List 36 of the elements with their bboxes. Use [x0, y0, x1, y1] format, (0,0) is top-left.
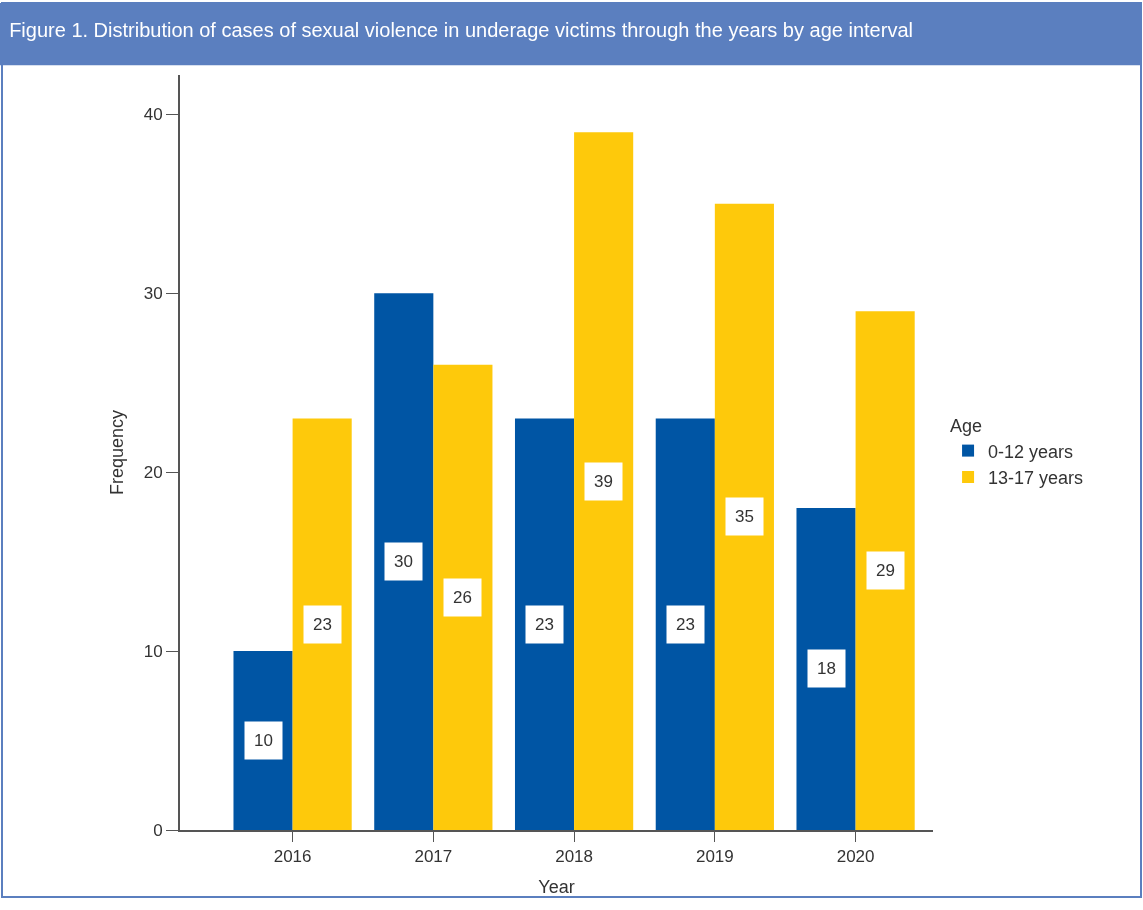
- legend-title: Age: [950, 416, 983, 437]
- data-label: 23: [535, 615, 554, 634]
- bar: [374, 293, 434, 830]
- bar: [855, 311, 915, 830]
- bar: [714, 203, 774, 830]
- x-tick-label: 2016: [273, 847, 312, 867]
- bar: [796, 507, 856, 830]
- data-label: 26: [453, 588, 472, 607]
- chart-title: Figure 1. Distribution of cases of sexual violence in underage victims through the years by age interval: [9, 18, 913, 41]
- legend-label: 13-17 years: [988, 468, 1084, 489]
- bar: [433, 364, 493, 830]
- y-tick-label: 10: [143, 642, 163, 662]
- y-axis-title: Frequency: [107, 409, 128, 496]
- data-label: 23: [313, 615, 332, 634]
- bar: [574, 132, 634, 830]
- data-label: 30: [394, 552, 413, 571]
- data-label: 35: [735, 507, 754, 526]
- y-tick-label: 0: [153, 820, 163, 840]
- x-tick-label: 2019: [695, 847, 734, 867]
- x-tick-label: 2020: [836, 847, 875, 867]
- bar: [292, 418, 352, 830]
- x-tick-label: 2018: [555, 847, 593, 867]
- bar: [655, 418, 715, 830]
- x-tick-label: 2017: [414, 847, 453, 867]
- data-label: 39: [594, 472, 613, 491]
- legend-label: 0-12 years: [988, 441, 1074, 462]
- bar: [514, 418, 575, 830]
- y-tick-label: 30: [143, 284, 163, 304]
- data-label: 29: [876, 561, 895, 580]
- data-label: 10: [254, 731, 273, 750]
- y-tick-label: 20: [143, 463, 163, 483]
- x-axis-title: Year: [538, 877, 575, 897]
- data-label: 23: [676, 615, 695, 634]
- data-label: 18: [817, 659, 836, 678]
- bar: [233, 651, 293, 830]
- y-tick-label: 40: [143, 105, 163, 125]
